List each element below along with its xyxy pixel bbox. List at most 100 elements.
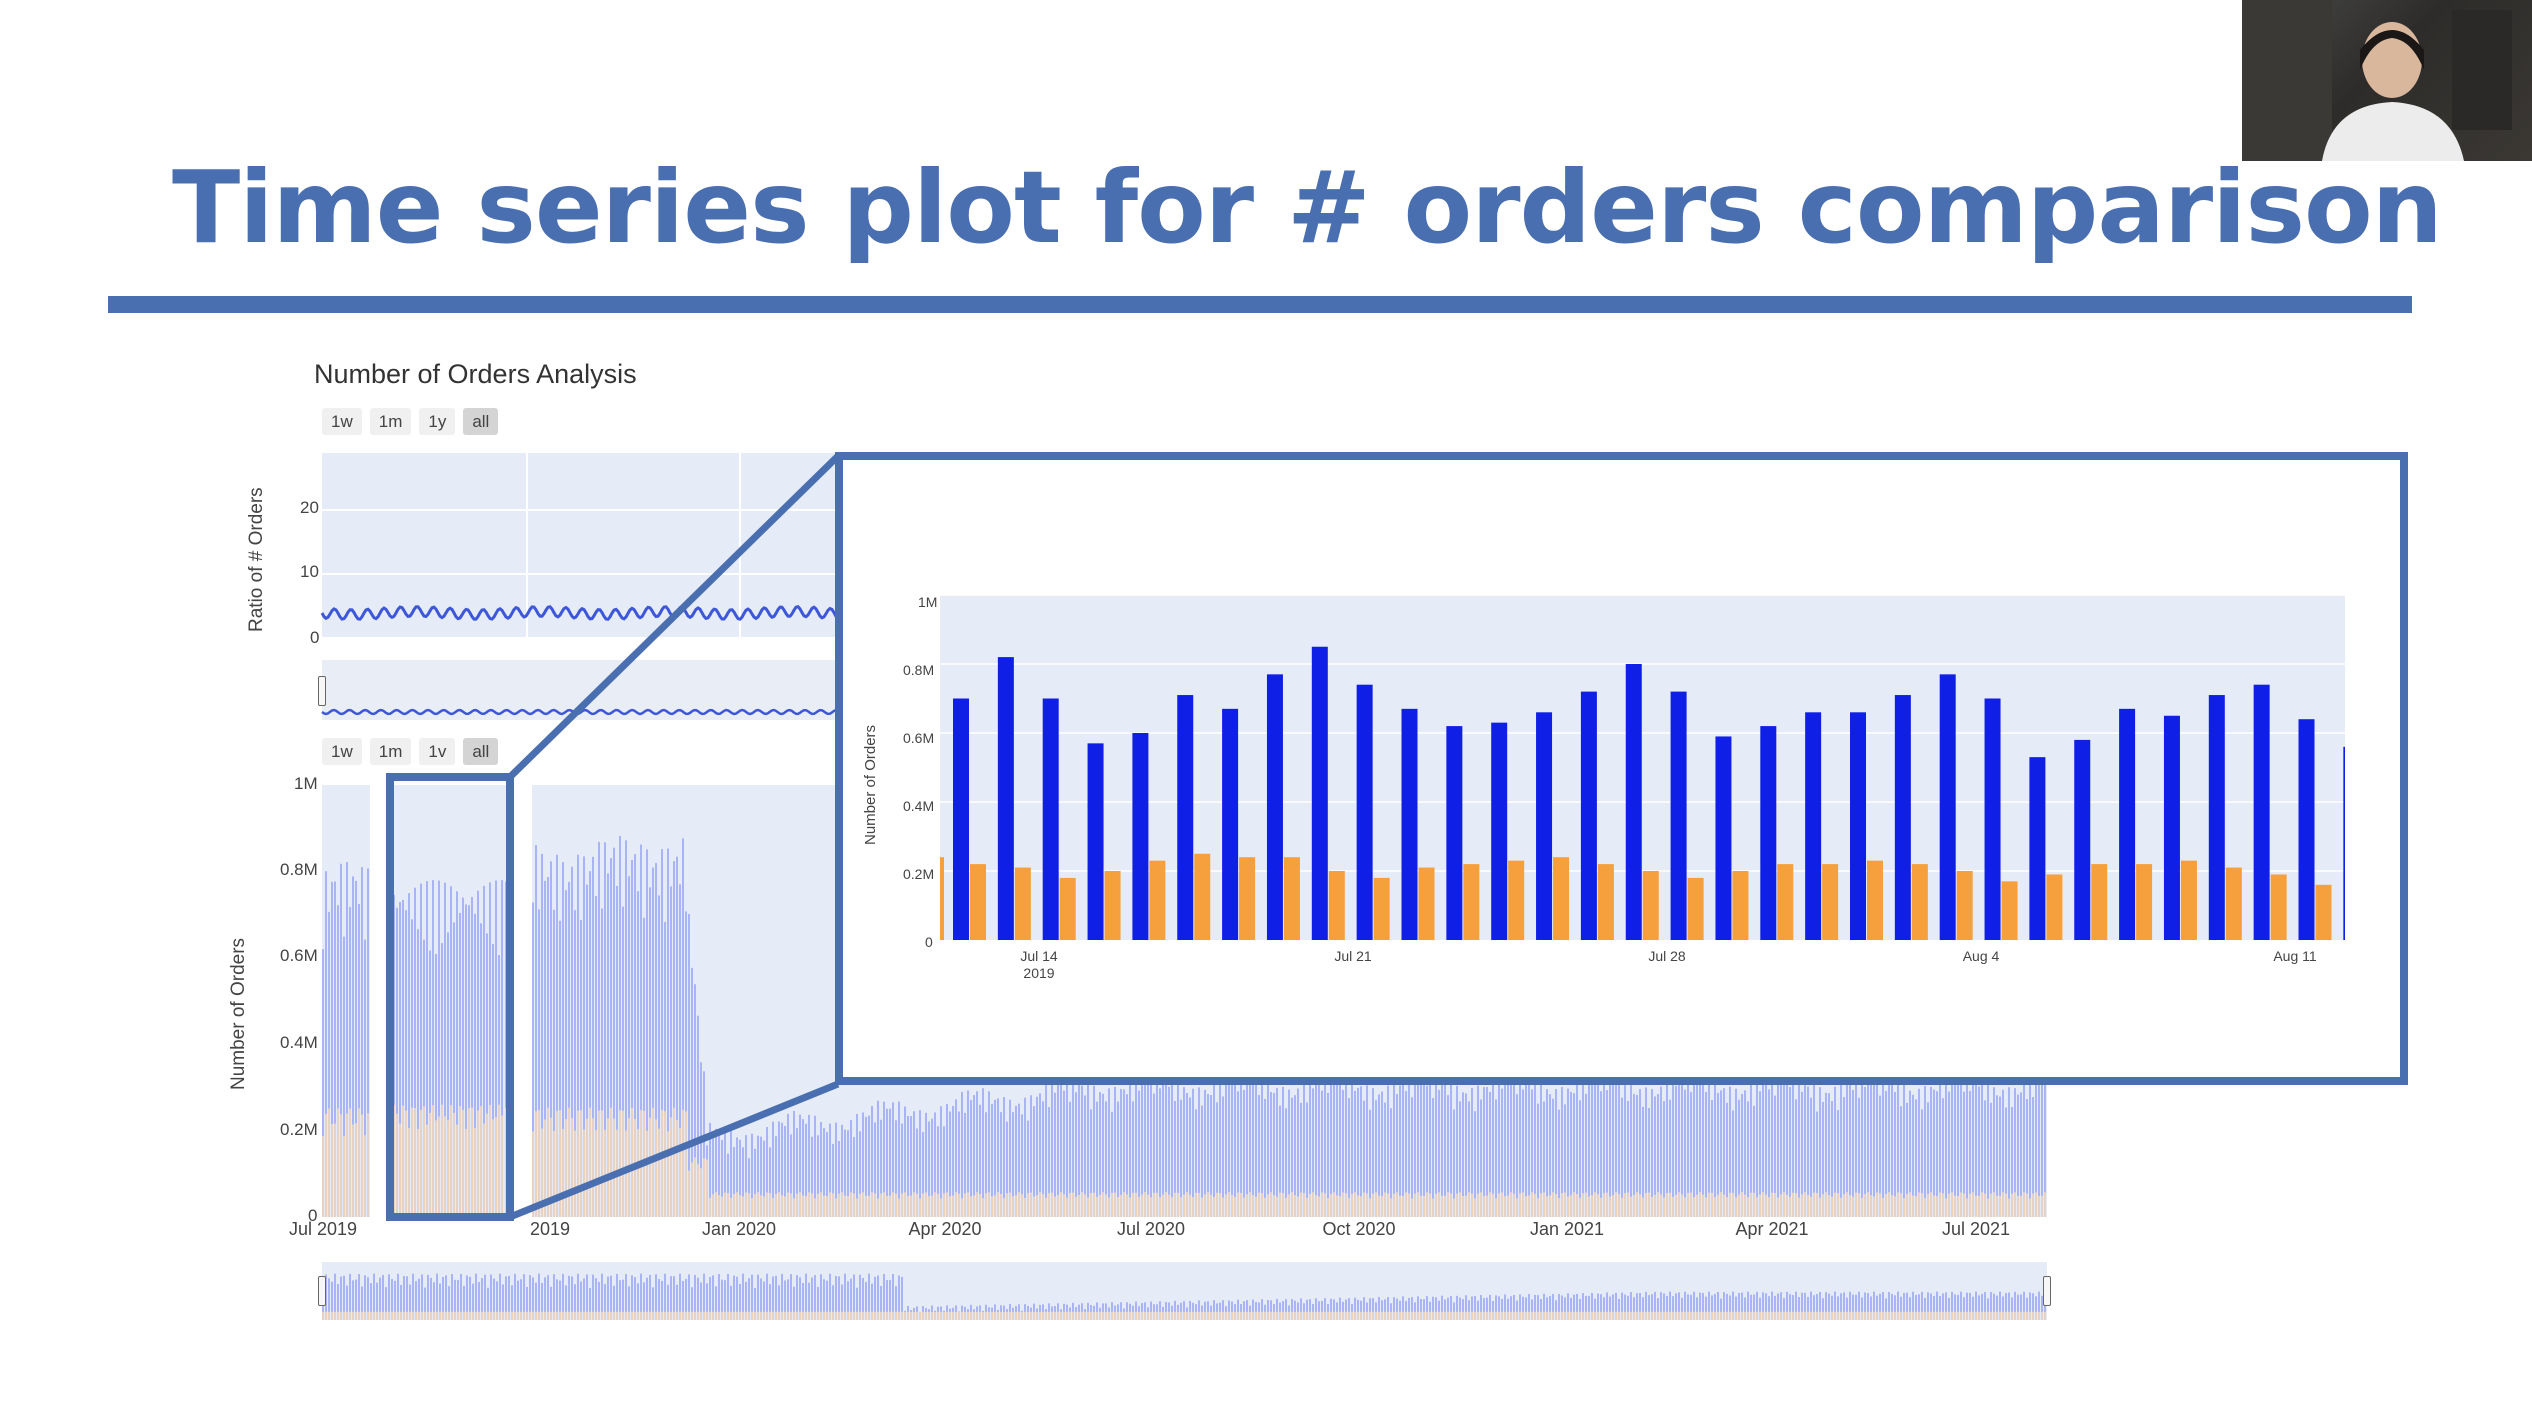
range-selector-top: 1w 1m 1y all xyxy=(322,408,499,435)
zoom-bar-orange xyxy=(1104,871,1121,940)
zoom-bar-blue xyxy=(2119,708,2136,940)
zoom-bar-orange xyxy=(1642,871,1659,940)
zoom-bar-blue xyxy=(1222,708,1239,940)
zoom-xtick-label: Jul 14 2019 xyxy=(1020,948,1058,981)
title-divider xyxy=(108,296,2412,313)
slide-title: Time series plot for # orders comparison xyxy=(172,149,2443,266)
zoom-bar-blue xyxy=(1266,674,1283,940)
zoom-bar-blue xyxy=(997,657,1014,940)
zoom-bar-blue xyxy=(1715,736,1732,940)
zoom-bar-orange xyxy=(1149,860,1166,940)
orders-xtick: Jul 2021 xyxy=(1941,1219,2011,1239)
zoom-bar-blue xyxy=(1446,726,1463,940)
zoom-xtick: Aug 11 xyxy=(2273,948,2317,964)
zoom-ytick: 0.4M xyxy=(903,798,935,814)
range-1w-button[interactable]: 1w xyxy=(322,738,362,765)
range-all-button[interactable]: all xyxy=(463,738,499,765)
zoom-bar-orange xyxy=(1553,857,1570,940)
orders-xtick: Oct 2020 xyxy=(1322,1219,1396,1239)
zoom-bar-blue xyxy=(1311,646,1328,940)
zoom-bar-blue-partial xyxy=(2343,746,2345,940)
orders-xtick: Jul 2019 xyxy=(288,1219,358,1239)
zoom-ytick: 0.8M xyxy=(903,662,935,678)
zoom-bar-blue xyxy=(1491,722,1508,940)
orders-slider-left-handle[interactable] xyxy=(318,1276,326,1306)
connector-line-bottom xyxy=(508,1080,840,1221)
ratio-ytick: 0 xyxy=(310,628,320,647)
ratio-series-line xyxy=(320,605,844,621)
zoom-bar-blue xyxy=(2074,739,2091,940)
zoom-bar-blue xyxy=(2029,757,2046,940)
zoom-bar-orange xyxy=(1463,864,1480,940)
zoom-xtick: Aug 4 xyxy=(1962,948,2000,964)
orders-ytick: 0.4M xyxy=(280,1033,318,1052)
zoom-bar-blue xyxy=(2208,695,2225,940)
range-1m-button[interactable]: 1m xyxy=(369,738,412,765)
zoom-xtick: Jul 21 xyxy=(1334,948,1372,964)
zoom-bar-blue xyxy=(1760,726,1777,940)
zoom-bar-chart xyxy=(940,594,2345,940)
ratio-ytick: 10 xyxy=(300,562,319,581)
zoom-bar-orange xyxy=(2046,874,2063,940)
connector-line-top xyxy=(507,453,841,780)
orders-ytick: 1M xyxy=(294,774,318,793)
zoom-bar-blue xyxy=(1536,712,1553,940)
zoom-bar-orange xyxy=(1283,857,1300,940)
zoom-bar-orange xyxy=(1911,864,1928,940)
zoom-bar-blue xyxy=(1850,712,1866,940)
orders-xtick: Jan 2021 xyxy=(1529,1219,1605,1239)
orders-xtick: 2019 xyxy=(529,1219,571,1239)
orders-slider-right-handle[interactable] xyxy=(2043,1276,2051,1306)
orders-ytick: 0 xyxy=(308,1206,318,1225)
zoom-bar-blue xyxy=(1984,698,2001,940)
orders-ytick: 0.6M xyxy=(280,946,318,965)
zoom-bar-blue xyxy=(1177,695,1194,940)
zoom-bar-blue xyxy=(1670,691,1687,940)
orders-xtick: Jan 2020 xyxy=(701,1219,777,1239)
zoom-bar-orange xyxy=(1059,877,1076,940)
orders-xtick: Apr 2020 xyxy=(908,1219,982,1239)
zoom-bar-blue xyxy=(1625,664,1642,940)
orders-xtick: Apr 2021 xyxy=(1735,1219,1809,1239)
zoom-bar-orange xyxy=(1732,871,1749,940)
zoom-bar-blue xyxy=(953,698,969,940)
zoom-bar-blue xyxy=(2298,719,2315,940)
ratio-plot xyxy=(320,453,844,639)
zoom-bar-orange xyxy=(2225,867,2242,940)
range-1m-button[interactable]: 1m xyxy=(369,408,412,435)
zoom-bar-blue xyxy=(1580,691,1597,940)
zoom-ytick: 0.2M xyxy=(903,866,935,882)
range-1y-button[interactable]: 1y xyxy=(419,408,456,435)
zoom-bar-orange xyxy=(1194,853,1211,940)
zoom-xtick: Jul 28 xyxy=(1648,948,1686,964)
zoom-inset: Number of Orders 1M 0.8M 0.6M 0.4M 0.2M … xyxy=(835,452,2408,1085)
zoom-ytick: 0.6M xyxy=(903,730,935,746)
zoom-bar-blue xyxy=(1401,708,1418,940)
zoom-bar-blue xyxy=(1805,712,1822,940)
range-1w-button[interactable]: 1w xyxy=(322,408,362,435)
ratio-ytick: 20 xyxy=(300,498,319,517)
orders-xtick: Jul 2020 xyxy=(1116,1219,1186,1239)
orders-ytick: 0.8M xyxy=(280,860,318,879)
zoom-bar-blue xyxy=(1939,674,1956,940)
zoom-bar-orange xyxy=(2270,874,2287,940)
zoom-bar-blue xyxy=(1132,733,1149,940)
presenter-webcam xyxy=(2242,0,2532,161)
zoom-bar-blue xyxy=(2163,715,2180,940)
zoom-bar-orange xyxy=(2091,864,2108,940)
ratio-slider-handle[interactable] xyxy=(318,676,326,706)
zoom-bar-orange xyxy=(2180,860,2197,940)
zoom-bar-orange xyxy=(2315,884,2332,940)
presenter-video-frame xyxy=(2242,0,2512,161)
zoom-bar-blue xyxy=(1087,743,1104,940)
range-selector-bottom: 1w 1m 1v all xyxy=(322,738,499,765)
zoom-bar-orange xyxy=(1822,864,1839,940)
zoom-bar-orange xyxy=(2001,881,2018,940)
zoom-bar-orange xyxy=(1867,860,1883,940)
orders-range-slider[interactable] xyxy=(322,1262,2047,1320)
zoom-bar-orange xyxy=(1508,860,1525,940)
range-all-button[interactable]: all xyxy=(463,408,499,435)
range-1y-button[interactable]: 1v xyxy=(419,738,456,765)
zoom-bar-orange xyxy=(1328,871,1345,940)
